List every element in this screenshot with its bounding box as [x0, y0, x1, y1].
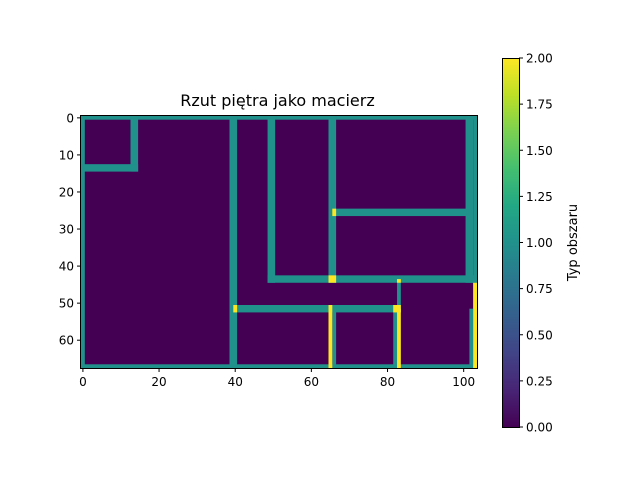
y-tick-label: 20 — [59, 185, 74, 199]
heatmap-cell-block-value-1 — [81, 116, 477, 120]
heatmap-cell-block-value-2 — [397, 308, 401, 368]
colorbar-axis: 0.00 0.25 0.50 0.75 1.00 1.25 1.50 1.75 2.00 — [519, 52, 553, 435]
y-axis: 0 10 20 30 40 50 60 — [59, 111, 81, 348]
heatmap-cell-block-value-1 — [267, 275, 477, 283]
heatmap-cell-block-value-2 — [473, 282, 477, 368]
heatmap — [81, 116, 477, 368]
heatmap-cell-block-value-2 — [397, 279, 401, 283]
heatmap-cell-block-value-1 — [469, 308, 474, 368]
heatmap-cell-block-value-1 — [130, 116, 139, 172]
x-tick-label: 80 — [380, 375, 395, 389]
colorbar-tick-label: 0.00 — [526, 421, 553, 435]
colorbar-tick-label: 0.50 — [526, 328, 553, 342]
heatmap-cell-block-value-1 — [233, 305, 401, 313]
x-tick-label: 60 — [304, 375, 319, 389]
heatmap-cell-block-value-2 — [328, 305, 333, 368]
colorbar-label: Typ obszaru — [566, 204, 581, 282]
heatmap-cell-block-value-1 — [465, 116, 474, 283]
x-tick-label: 20 — [151, 375, 166, 389]
y-tick-label: 50 — [59, 297, 74, 311]
colorbar-tick-label: 1.00 — [526, 236, 553, 250]
x-axis: 0 20 40 60 80 100 — [79, 368, 475, 389]
colorbar — [502, 58, 519, 427]
colorbar-tick-label: 0.25 — [526, 374, 553, 388]
y-tick-label: 60 — [59, 334, 74, 348]
heatmap-cell-block-value-1 — [267, 116, 276, 283]
colorbar-tick-label: 1.75 — [526, 98, 553, 112]
heatmap-cell-block-value-2 — [328, 275, 337, 283]
colorbar-tick-label: 2.00 — [526, 52, 553, 66]
x-tick-label: 0 — [79, 375, 87, 389]
heatmap-cell-block-value-1 — [81, 164, 139, 172]
y-tick-label: 30 — [59, 223, 74, 237]
y-tick-label: 10 — [59, 148, 74, 162]
heatmap-cell-block-value-1 — [81, 364, 477, 368]
y-tick-label: 40 — [59, 260, 74, 274]
plot-frame — [80, 115, 478, 369]
heatmap-cell-block-value-1 — [393, 308, 398, 368]
heatmap-cell-block-value-1 — [473, 116, 477, 368]
x-tick-label: 40 — [228, 375, 243, 389]
chart-title: Rzut piętra jako macierz — [180, 91, 374, 110]
heatmap-cell-block-value-1 — [229, 116, 238, 368]
colorbar-tick-label: 1.50 — [526, 144, 553, 158]
y-tick-label: 0 — [66, 111, 74, 125]
heatmap-cell-block-value-2 — [332, 208, 337, 217]
heatmap-cell-block-value-1 — [332, 308, 337, 368]
colorbar-tick-label: 0.75 — [526, 282, 553, 296]
heatmap-cell-block-value-1 — [332, 208, 470, 217]
heatmap-background — [81, 116, 477, 368]
x-tick-label: 100 — [452, 375, 475, 389]
heatmap-cell-block-value-1 — [397, 279, 401, 313]
heatmap-cell-block-value-2 — [233, 305, 238, 313]
colorbar-tick-label: 1.25 — [526, 190, 553, 204]
heatmap-cell-block-value-1 — [328, 116, 337, 283]
heatmap-cell-block-value-1 — [81, 116, 85, 368]
